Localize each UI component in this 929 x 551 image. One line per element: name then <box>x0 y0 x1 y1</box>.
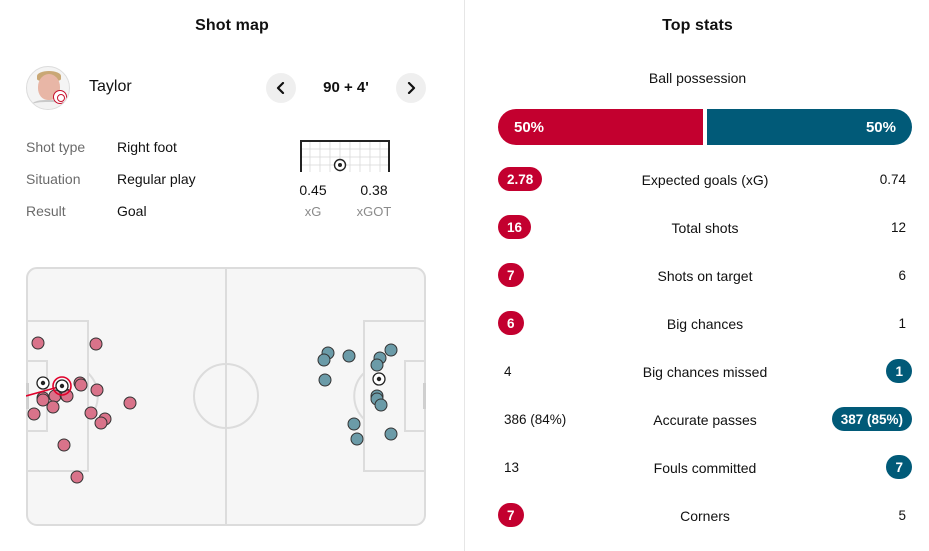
away-shot-marker[interactable] <box>350 432 364 446</box>
home-shot-marker[interactable] <box>36 393 50 407</box>
shot-markers <box>26 336 398 484</box>
xgot-value: 0.38 <box>360 182 388 198</box>
next-shot-button[interactable] <box>396 73 426 103</box>
stat-away-value: 1 <box>898 315 906 331</box>
away-shot-marker[interactable] <box>374 398 388 412</box>
stat-label: Total shots <box>671 220 739 236</box>
stat-label: Fouls committed <box>653 460 757 476</box>
away-goal-marker[interactable] <box>372 372 386 386</box>
shot-type-label: Shot type <box>26 139 86 155</box>
result-value: Goal <box>117 203 147 219</box>
player-name[interactable]: Taylor <box>89 78 132 95</box>
xg-label: xG <box>304 204 322 219</box>
top-stats-title: Top stats <box>662 17 733 34</box>
stat-row-fouls-committed: Fouls committed 13 7 <box>498 455 912 481</box>
home-shot-marker[interactable] <box>123 396 137 410</box>
selected-shot-ring <box>52 376 72 396</box>
shot-map-title: Shot map <box>195 17 269 34</box>
stat-row-xg: Expected goals (xG) 2.78 0.74 <box>498 167 912 193</box>
stat-label: Accurate passes <box>653 412 757 428</box>
stat-home-value: 6 <box>498 311 524 335</box>
stat-home-value: 13 <box>504 459 520 475</box>
situation-label: Situation <box>26 171 81 187</box>
stat-away-value: 1 <box>886 359 912 383</box>
possession-home: 50% <box>498 109 703 145</box>
stat-home-value: 7 <box>498 263 524 287</box>
stat-row-accurate-passes: Accurate passes 386 (84%) 387 (85%) <box>498 407 912 433</box>
stat-row-corners: Corners 7 5 <box>498 503 912 529</box>
xg-value: 0.45 <box>299 182 327 198</box>
home-shot-marker[interactable] <box>70 470 84 484</box>
stat-home-value: 7 <box>498 503 524 527</box>
football-icon <box>333 158 347 172</box>
possession-bar: 50% 50% <box>498 109 912 145</box>
stat-label: Shots on target <box>657 268 753 284</box>
chevron-right-icon <box>407 82 416 94</box>
stat-home-value: 4 <box>504 363 512 379</box>
selected-goal-marker[interactable] <box>55 379 69 393</box>
home-shot-marker[interactable] <box>31 336 45 350</box>
away-shot-marker[interactable] <box>317 353 331 367</box>
home-goal-marker[interactable] <box>36 376 50 390</box>
stat-label: Big chances missed <box>642 364 768 380</box>
top-stats-panel: Top stats Ball possession 50% 50% Expect… <box>466 0 929 551</box>
home-shot-marker[interactable] <box>90 383 104 397</box>
stat-label: Big chances <box>666 316 744 332</box>
shot-map-panel: Shot map Taylor 90 + 4' Shot type Right … <box>26 0 465 551</box>
player-avatar <box>26 66 70 110</box>
away-shot-marker[interactable] <box>370 358 384 372</box>
home-shot-marker[interactable] <box>46 400 60 414</box>
club-crest-icon <box>53 90 67 104</box>
stat-away-value: 6 <box>898 267 906 283</box>
goal-frame-icon <box>300 140 390 172</box>
away-shot-marker[interactable] <box>384 343 398 357</box>
stat-home-value: 2.78 <box>498 167 543 191</box>
shot-map-pitch <box>26 267 426 526</box>
stat-row-shots-on-target: Shots on target 7 6 <box>498 263 912 289</box>
stat-row-big-chances-missed: Big chances missed 4 1 <box>498 359 912 385</box>
stat-away-value: 12 <box>890 219 906 235</box>
away-shot-marker[interactable] <box>318 373 332 387</box>
stat-away-value: 7 <box>886 455 912 479</box>
home-shot-marker[interactable] <box>94 416 108 430</box>
home-shot-marker[interactable] <box>74 378 88 392</box>
shot-minute: 90 + 4' <box>323 79 369 96</box>
shot-type-value: Right foot <box>117 139 177 155</box>
away-shot-marker[interactable] <box>347 417 361 431</box>
possession-away: 50% <box>707 109 912 145</box>
away-shot-marker[interactable] <box>342 349 356 363</box>
chevron-left-icon <box>276 82 285 94</box>
stat-home-value: 386 (84%) <box>504 411 567 427</box>
stat-label: Expected goals (xG) <box>641 172 769 188</box>
previous-shot-button[interactable] <box>266 73 296 103</box>
home-shot-marker[interactable] <box>84 406 98 420</box>
stat-label: Corners <box>680 508 730 524</box>
stat-away-value: 5 <box>898 507 906 523</box>
home-shot-marker[interactable] <box>89 337 103 351</box>
xgot-label: xGOT <box>356 204 392 219</box>
home-shot-marker[interactable] <box>27 407 41 421</box>
possession-label: Ball possession <box>648 70 747 86</box>
stat-away-value: 0.74 <box>879 171 906 187</box>
away-shot-marker[interactable] <box>384 427 398 441</box>
situation-value: Regular play <box>117 171 196 187</box>
stat-away-value: 387 (85%) <box>831 407 912 431</box>
result-label: Result <box>26 203 66 219</box>
stat-row-big-chances: Big chances 6 1 <box>498 311 912 337</box>
home-shot-marker[interactable] <box>57 438 71 452</box>
stat-row-total-shots: Total shots 16 12 <box>498 215 912 241</box>
stat-home-value: 16 <box>498 215 532 239</box>
